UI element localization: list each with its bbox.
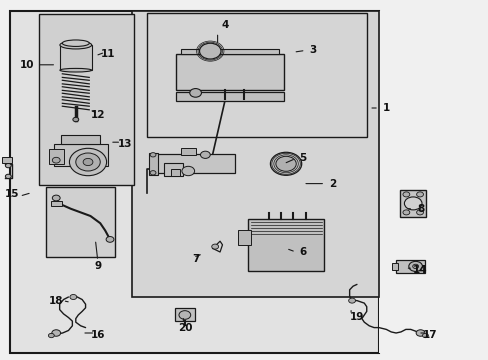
Circle shape — [52, 195, 60, 201]
Bar — [61, 135, 100, 144]
Circle shape — [200, 151, 210, 158]
Circle shape — [402, 210, 409, 215]
Text: 13: 13 — [117, 139, 132, 149]
Circle shape — [48, 333, 54, 338]
Text: 18: 18 — [49, 296, 63, 306]
Text: 5: 5 — [299, 153, 306, 163]
Circle shape — [275, 156, 296, 171]
Bar — [171, 169, 180, 176]
Circle shape — [52, 330, 61, 336]
Text: 2: 2 — [328, 179, 335, 189]
Circle shape — [70, 294, 77, 300]
Circle shape — [69, 148, 106, 176]
Circle shape — [76, 153, 100, 171]
Circle shape — [199, 43, 221, 59]
Text: 7: 7 — [191, 254, 199, 264]
Bar — [46, 187, 115, 257]
Bar — [175, 308, 194, 321]
Text: 19: 19 — [349, 312, 364, 322]
Bar — [2, 157, 12, 163]
Text: 3: 3 — [309, 45, 316, 55]
Circle shape — [5, 174, 11, 179]
Circle shape — [83, 158, 93, 166]
Bar — [395, 260, 425, 273]
Ellipse shape — [62, 40, 89, 46]
Circle shape — [408, 261, 422, 271]
Bar — [60, 45, 92, 70]
Bar — [51, 201, 62, 206]
Circle shape — [52, 157, 60, 163]
Circle shape — [402, 192, 409, 197]
Bar — [181, 49, 278, 54]
Bar — [247, 219, 323, 271]
Text: 8: 8 — [416, 204, 423, 214]
Circle shape — [348, 298, 355, 303]
Circle shape — [422, 333, 427, 338]
Text: 11: 11 — [100, 49, 115, 59]
Bar — [163, 163, 183, 176]
Circle shape — [416, 210, 423, 215]
Text: 14: 14 — [412, 265, 427, 275]
Circle shape — [412, 264, 418, 269]
Circle shape — [415, 330, 424, 336]
Text: 6: 6 — [299, 247, 306, 257]
Text: 15: 15 — [5, 189, 20, 199]
Circle shape — [416, 192, 423, 197]
Ellipse shape — [60, 41, 92, 49]
Circle shape — [150, 153, 156, 157]
Bar — [238, 230, 250, 245]
Bar — [400, 190, 425, 217]
Bar — [54, 144, 107, 166]
Text: 1: 1 — [382, 103, 389, 113]
Circle shape — [106, 237, 114, 242]
Text: 12: 12 — [90, 110, 105, 120]
Bar — [149, 153, 158, 175]
Circle shape — [150, 171, 156, 175]
Circle shape — [73, 117, 79, 122]
Text: 9: 9 — [94, 261, 101, 271]
Bar — [181, 148, 195, 155]
Circle shape — [5, 163, 11, 168]
Bar — [10, 11, 378, 353]
Circle shape — [270, 152, 301, 175]
Text: 10: 10 — [20, 60, 34, 70]
Circle shape — [189, 89, 201, 97]
Bar — [176, 54, 283, 90]
Bar — [391, 263, 397, 270]
Bar — [39, 14, 134, 185]
Bar — [156, 154, 234, 173]
Circle shape — [404, 197, 421, 210]
Bar — [146, 13, 366, 137]
Text: 20: 20 — [178, 323, 193, 333]
Ellipse shape — [60, 68, 92, 72]
Text: 4: 4 — [221, 20, 228, 30]
Circle shape — [211, 244, 218, 249]
Bar — [49, 149, 63, 164]
Text: 17: 17 — [422, 330, 437, 340]
Bar — [176, 92, 283, 101]
Circle shape — [182, 166, 194, 176]
Text: 16: 16 — [90, 330, 105, 340]
Bar — [378, 11, 483, 353]
Circle shape — [179, 311, 190, 319]
Bar — [132, 11, 378, 297]
